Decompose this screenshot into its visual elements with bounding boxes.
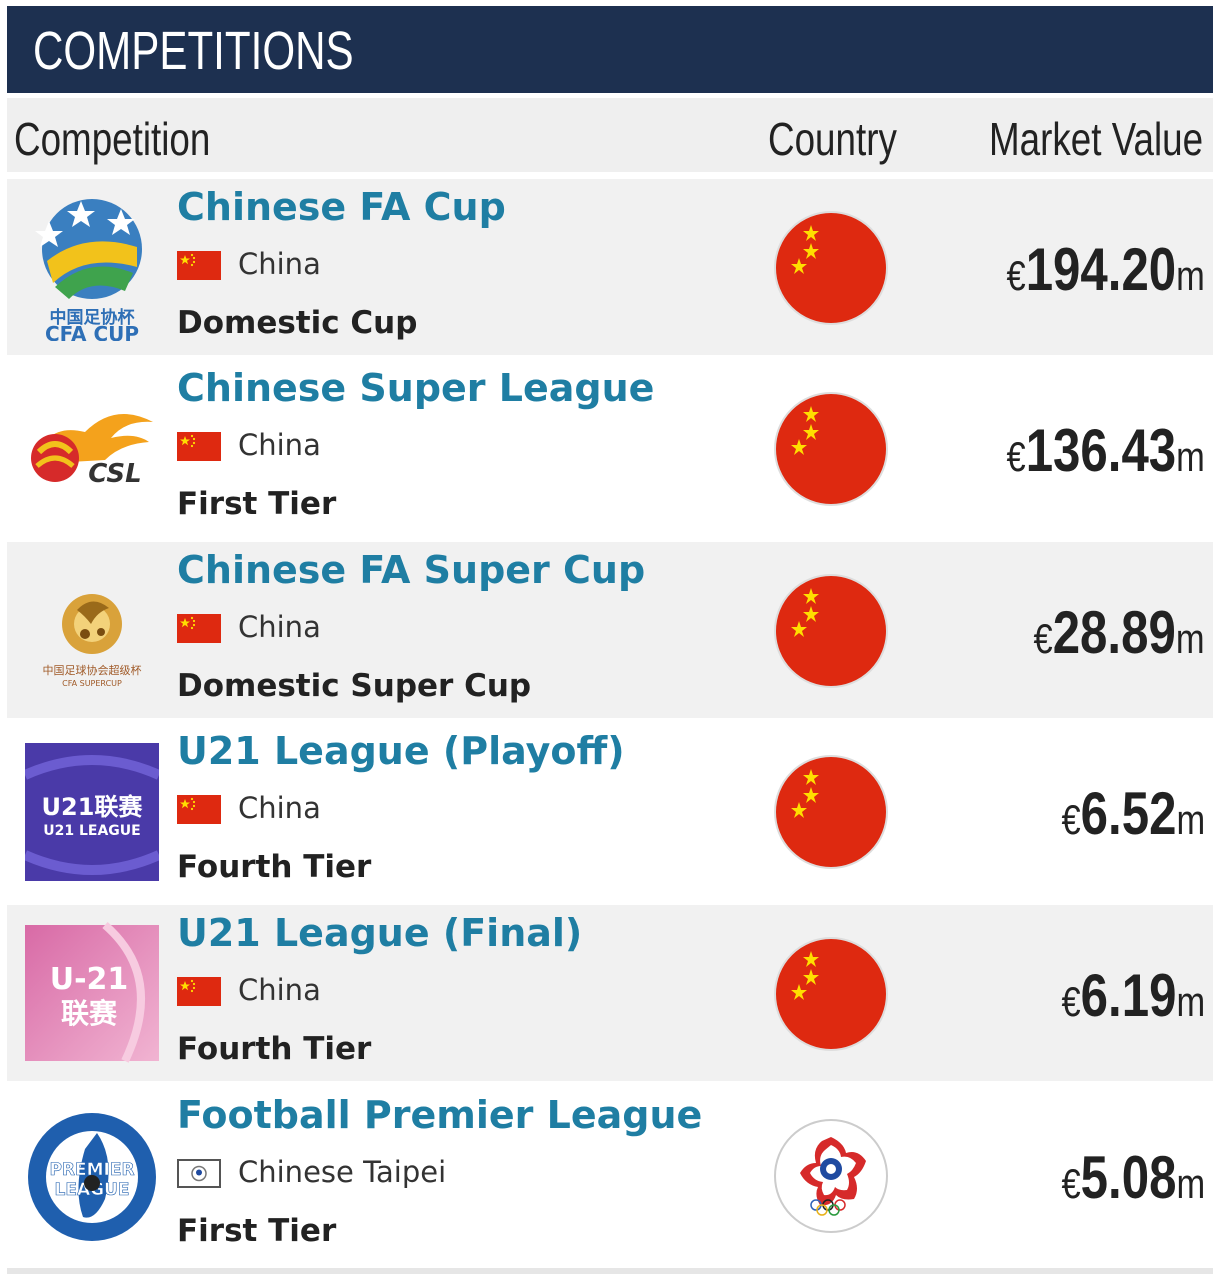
competition-link[interactable]: Chinese FA Super Cup [177,548,646,592]
country-name[interactable]: China [238,791,321,825]
competition-tier: Fourth Tier [177,849,372,885]
svg-text:PREMIER: PREMIER [49,1160,134,1180]
china-flag-icon [177,977,221,1006]
svg-text:CFA CUP: CFA CUP [45,322,139,341]
u21-final-logo-icon[interactable]: U-21 联赛 [25,917,159,1067]
china-flag-icon [177,795,221,824]
china-flag-circle-icon[interactable] [774,755,888,869]
china-flag-icon [177,251,221,280]
country-name[interactable]: China [238,247,321,281]
chinese-taipei-flag-icon [177,1159,221,1188]
china-flag-circle-icon[interactable] [774,211,888,325]
table-row: CSL Chinese Super League China First Tie… [7,360,1213,536]
csl-logo-icon[interactable]: CSL [25,372,159,522]
cfa-cup-logo-icon[interactable]: 中国足协杯 CFA CUP [25,191,159,341]
svg-text:CSL: CSL [88,459,141,489]
market-value: €28.89m [1034,599,1205,666]
svg-text:U-21: U-21 [50,962,129,997]
market-value: €6.19m [1061,962,1205,1029]
market-value: €5.08m [1061,1144,1205,1211]
competition-tier: First Tier [177,1213,337,1249]
svg-text:U21 LEAGUE: U21 LEAGUE [43,823,140,839]
table-row: 中国足协杯 CFA CUP Chinese FA Cup China Domes… [7,179,1213,355]
table-row: U-21 联赛 U21 League (Final) China Fourth … [7,905,1213,1081]
china-flag-icon [177,432,221,461]
country-name[interactable]: China [238,428,321,462]
competition-tier: Domestic Cup [177,305,418,341]
competitions-header: COMPETITIONS [7,6,1213,93]
svg-text:中国足球协会超级杯: 中国足球协会超级杯 [43,663,142,677]
china-flag-circle-icon[interactable] [774,392,888,506]
competition-link[interactable]: U21 League (Final) [177,911,583,955]
svg-text:CFA SUPERCUP: CFA SUPERCUP [62,679,122,688]
market-value: €6.52m [1061,780,1205,847]
competition-link[interactable]: Chinese Super League [177,366,655,410]
page-title: COMPETITIONS [33,21,354,81]
column-header-country[interactable]: Country [768,113,897,165]
country-name[interactable]: China [238,610,321,644]
taiwan-premier-league-logo-icon[interactable]: PREMIER LEAGUE [25,1099,159,1249]
country-name[interactable]: Chinese Taipei [238,1155,447,1189]
china-flag-circle-icon[interactable] [774,937,888,1051]
table-row: U21联赛 U21 LEAGUE U21 League (Playoff) Ch… [7,723,1213,899]
table-row: PREMIER LEAGUE Football Premier League C… [7,1087,1213,1263]
china-flag-circle-icon[interactable] [774,574,888,688]
competition-link[interactable]: U21 League (Playoff) [177,729,625,773]
table-bottom-border [7,1268,1213,1274]
column-header-market-value[interactable]: Market Value [989,113,1204,165]
svg-text:U21联赛: U21联赛 [42,793,144,821]
cfa-super-cup-logo-icon[interactable]: 中国足球协会超级杯 CFA SUPERCUP [25,554,159,704]
market-value: €194.20m [1006,236,1205,303]
column-header-competition[interactable]: Competition [14,113,211,165]
svg-text:联赛: 联赛 [61,997,118,1030]
svg-text:中国足协杯: 中国足协杯 [50,307,135,328]
table-header: Competition Country Market Value [7,98,1213,172]
u21-league-logo-icon[interactable]: U21联赛 U21 LEAGUE [25,735,159,885]
market-value: €136.43m [1006,417,1205,484]
competition-tier: Fourth Tier [177,1031,372,1067]
table-row: 中国足球协会超级杯 CFA SUPERCUP Chinese FA Super … [7,542,1213,718]
country-name[interactable]: China [238,973,321,1007]
competition-tier: Domestic Super Cup [177,668,532,704]
competition-link[interactable]: Football Premier League [177,1093,703,1137]
competition-tier: First Tier [177,486,337,522]
china-flag-icon [177,614,221,643]
chinese-taipei-olympic-flag-icon[interactable] [774,1119,888,1233]
competition-link[interactable]: Chinese FA Cup [177,185,506,229]
